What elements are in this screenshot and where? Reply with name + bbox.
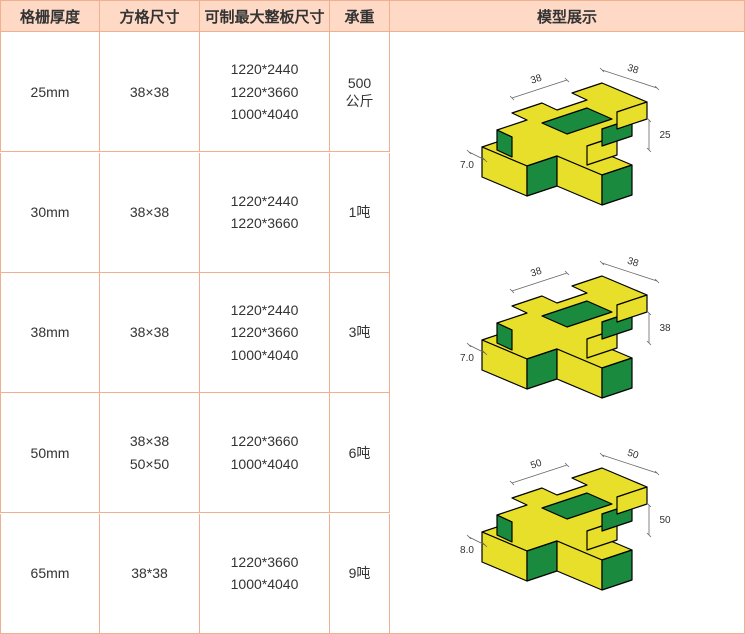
grid-size-cell: 38×3850×50 <box>100 393 200 513</box>
thickness-cell: 50mm <box>0 393 100 513</box>
load-cell: 1吨 <box>330 153 390 273</box>
grating-model-1: 38 38 7.0 38 <box>417 243 717 423</box>
grid-size-cell: 38*38 <box>100 514 200 634</box>
thickness-cell: 25mm <box>0 32 100 152</box>
header-3: 承重 <box>330 0 390 32</box>
model-display: 38 38 7.0 25 38 38 7.0 38 50 50 8.0 50 <box>390 32 745 634</box>
load-cell: 9吨 <box>330 514 390 634</box>
max-size-cell: 1220*36601000*4040 <box>200 393 330 513</box>
svg-text:38: 38 <box>659 323 671 334</box>
svg-text:50: 50 <box>659 515 671 526</box>
thickness-cell: 65mm <box>0 514 100 634</box>
grating-model-0: 38 38 7.0 25 <box>417 50 717 230</box>
grid-size-cell: 38×38 <box>100 153 200 273</box>
grid-size-cell: 38×38 <box>100 32 200 152</box>
svg-text:50: 50 <box>626 448 640 462</box>
grid-size-cell: 38×38 <box>100 273 200 393</box>
thickness-cell: 38mm <box>0 273 100 393</box>
svg-text:38: 38 <box>529 265 543 279</box>
grating-model-2: 50 50 8.0 50 <box>417 435 717 615</box>
svg-text:50: 50 <box>529 457 543 471</box>
max-size-cell: 1220*24401220*36601000*4040 <box>200 273 330 393</box>
thickness-cell: 30mm <box>0 153 100 273</box>
header-1: 方格尺寸 <box>100 0 200 32</box>
header-2: 可制最大整板尺寸 <box>200 0 330 32</box>
header-4: 模型展示 <box>390 0 745 32</box>
svg-text:25: 25 <box>659 130 671 141</box>
max-size-cell: 1220*24401220*3660 <box>200 153 330 273</box>
svg-text:8.0: 8.0 <box>460 545 474 556</box>
load-cell: 6吨 <box>330 393 390 513</box>
load-cell: 500 公斤 <box>330 32 390 152</box>
svg-text:38: 38 <box>626 255 640 269</box>
svg-text:38: 38 <box>529 73 543 87</box>
load-cell: 3吨 <box>330 273 390 393</box>
svg-text:7.0: 7.0 <box>460 160 474 171</box>
header-0: 格栅厚度 <box>0 0 100 32</box>
svg-text:38: 38 <box>626 63 640 77</box>
max-size-cell: 1220*36601000*4040 <box>200 514 330 634</box>
max-size-cell: 1220*24401220*36601000*4040 <box>200 32 330 152</box>
svg-text:7.0: 7.0 <box>460 353 474 364</box>
